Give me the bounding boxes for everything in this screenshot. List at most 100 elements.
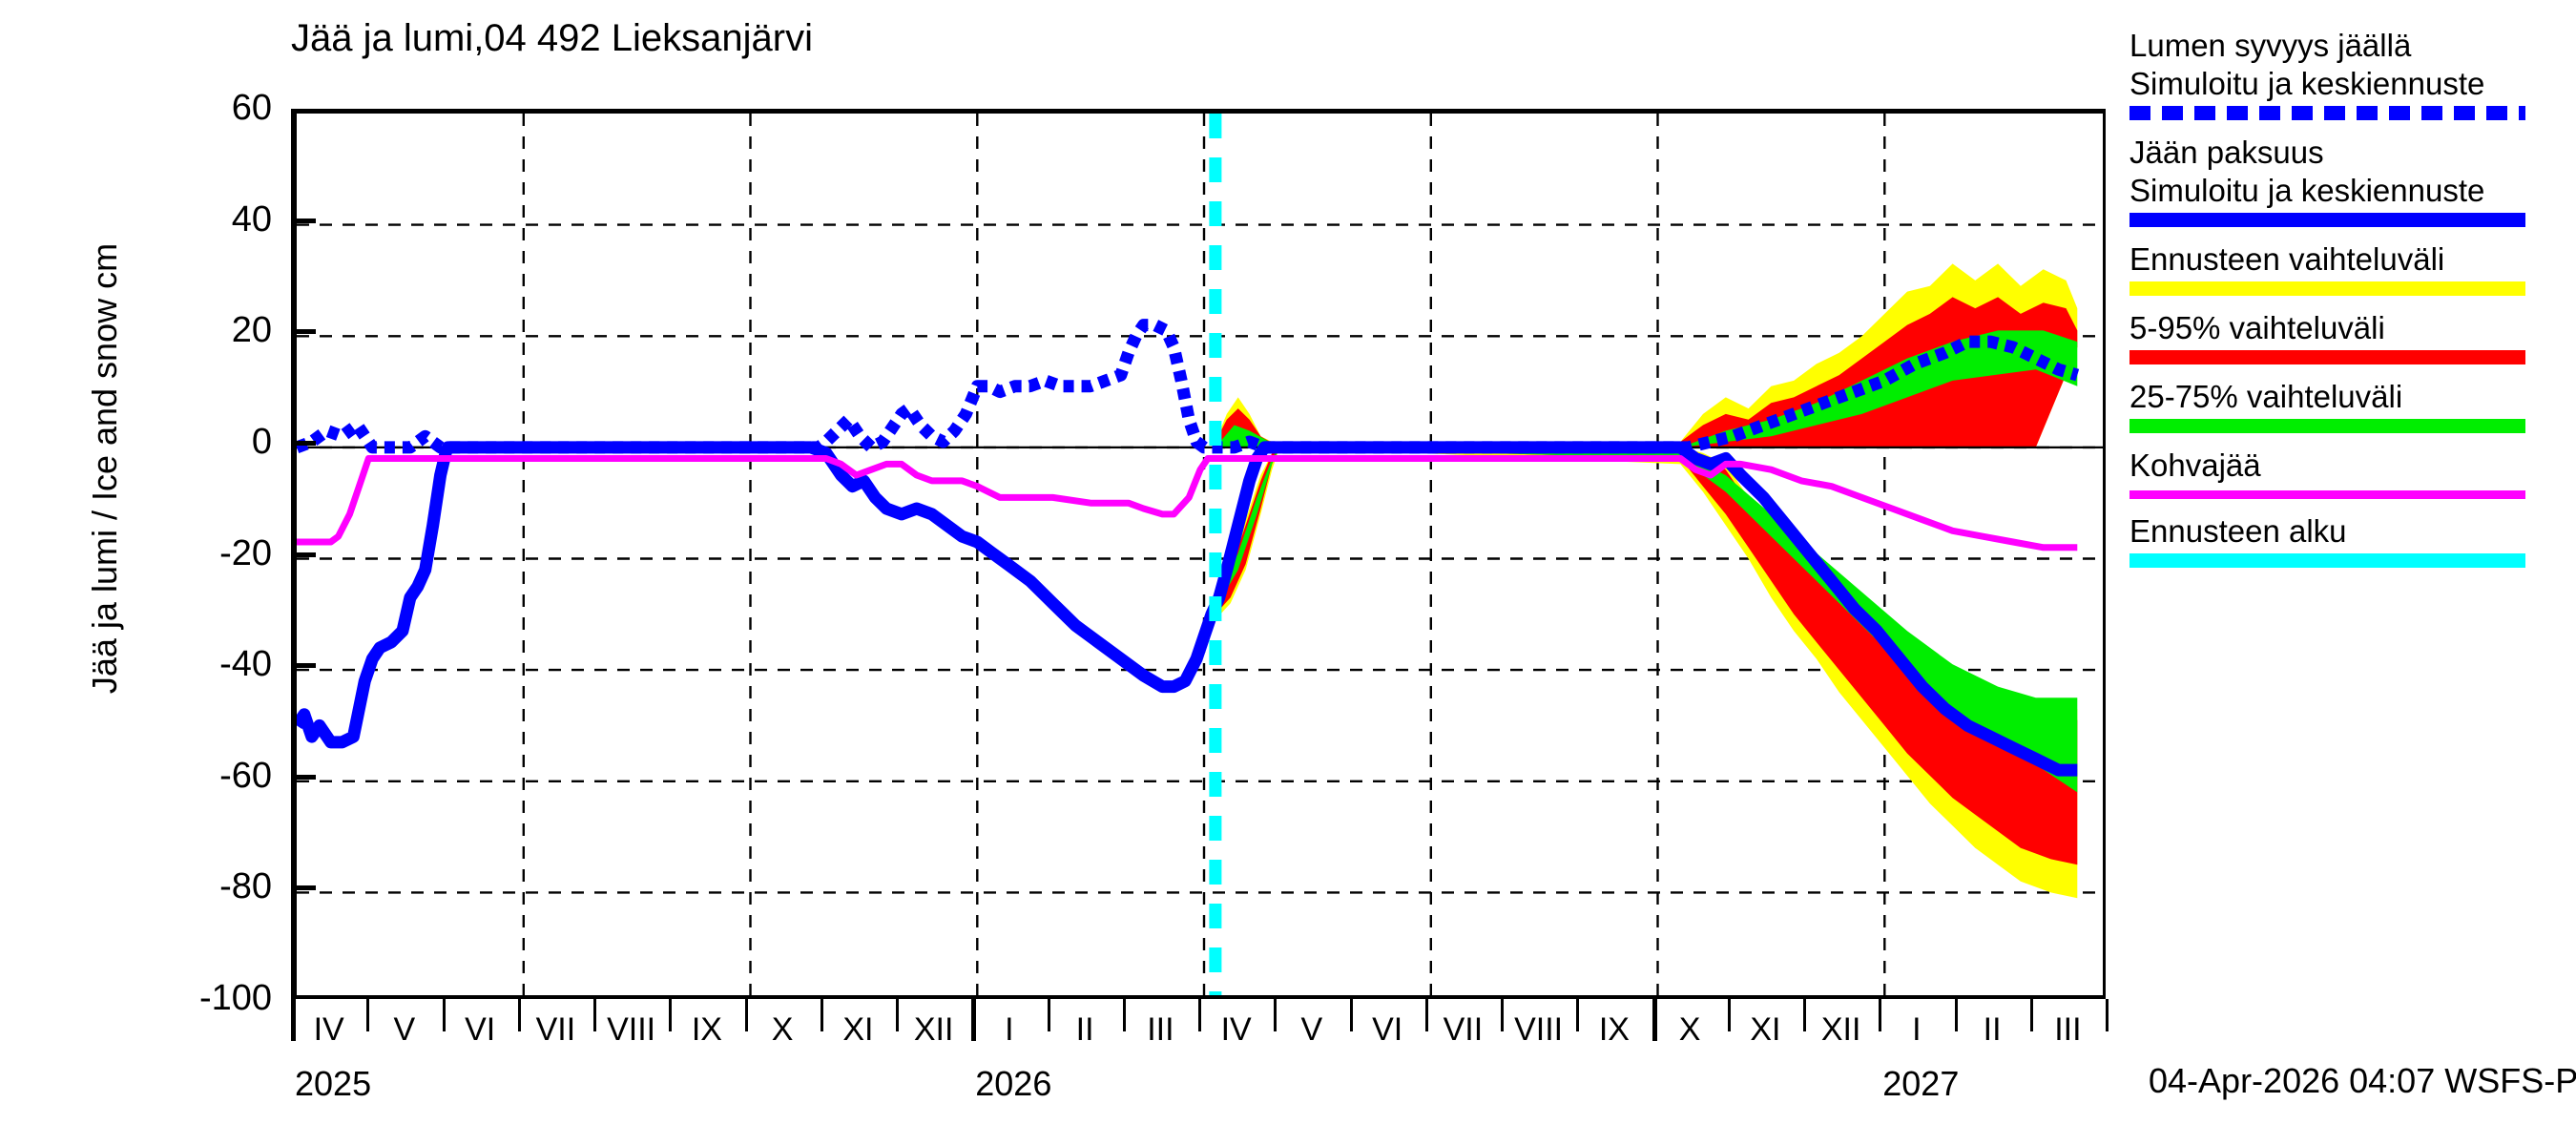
x-tick-mark [1198, 999, 1201, 1031]
x-tick-mark [517, 999, 521, 1031]
x-tick-mark [744, 999, 748, 1031]
x-axis-tick-label: V [393, 1011, 416, 1048]
x-axis-tick-label: VII [1443, 1011, 1484, 1048]
grid-lines [297, 114, 2103, 995]
footer-timestamp: 04-Apr-2026 04:07 WSFS-P [2149, 1061, 2576, 1100]
x-axis-year-label: 2026 [975, 1064, 1052, 1103]
x-axis-tick-label: XI [842, 1011, 874, 1048]
legend-entry-subtitle: Simuloitu ja keskiennuste [2129, 66, 2485, 101]
y-axis-tick-40: 40 [231, 198, 272, 239]
x-axis-tick-label: I [1912, 1011, 1922, 1048]
y-tick-mark [291, 663, 316, 669]
x-axis-tick-label: VII [535, 1011, 576, 1048]
x-axis-tick-label: XII [913, 1011, 954, 1048]
y-axis-tick-neg80: -80 [219, 866, 272, 907]
y-axis-tick-60: 60 [231, 88, 272, 128]
legend-entry: Lumen syvyys jäällä Simuloitu ja keskienn… [2129, 27, 2576, 120]
y-axis-tick-neg40: -40 [219, 644, 272, 685]
x-axis-tick-label: II [1075, 1011, 1094, 1048]
plot-area [291, 109, 2106, 999]
legend-swatch-magenta [2129, 490, 2525, 499]
y-tick-mark [291, 774, 316, 780]
x-tick-mark [291, 999, 296, 1041]
x-axis-tick-label: IV [1220, 1011, 1252, 1048]
series-ice-thickness [297, 441, 2078, 777]
x-tick-mark [1424, 999, 1428, 1031]
x-tick-mark [1122, 999, 1126, 1031]
x-axis-tick-label: VIII [1514, 1011, 1564, 1048]
x-axis-tick-label: X [771, 1011, 794, 1048]
x-tick-mark [442, 999, 446, 1031]
legend-entry-title: 5-95% vaihteluväli [2129, 310, 2385, 345]
y-tick-mark [291, 552, 316, 557]
x-axis-tick-label: VI [465, 1011, 496, 1048]
x-tick-mark [1274, 999, 1278, 1031]
y-axis-tick-neg100: -100 [198, 978, 272, 1018]
x-tick-mark [669, 999, 673, 1031]
chart-canvas [297, 114, 2103, 995]
legend-swatch-green [2129, 419, 2525, 433]
x-axis-tick-label: XI [1750, 1011, 1781, 1048]
x-tick-mark [2029, 999, 2033, 1031]
x-axis-tick-label: IX [691, 1011, 722, 1048]
x-tick-mark [1349, 999, 1353, 1031]
legend-entry: 5-95% vaihteluväli [2129, 309, 2576, 364]
x-tick-mark [971, 999, 977, 1041]
x-axis-tick-label: IX [1598, 1011, 1630, 1048]
x-axis-tick-label: XII [1820, 1011, 1861, 1048]
forecast-uncertainty-bands [1215, 263, 2078, 899]
legend-swatch-yellow [2129, 281, 2525, 296]
x-axis-tick-label: VIII [607, 1011, 656, 1048]
x-axis-tick-label: I [1005, 1011, 1014, 1048]
x-tick-mark [1879, 999, 1882, 1031]
x-tick-mark [366, 999, 370, 1031]
data-series-group [297, 319, 2080, 777]
x-tick-mark [2106, 999, 2109, 1031]
y-axis-tick-labels: 60 40 20 0 -20 -40 -60 -80 -100 [0, 0, 272, 1145]
x-axis-tick-label: IV [313, 1011, 344, 1048]
chart-title: Jää ja lumi,04 492 Lieksanjärvi [291, 17, 813, 59]
y-tick-mark [291, 218, 316, 223]
x-tick-mark [1047, 999, 1050, 1031]
x-axis-tick-label: X [1678, 1011, 1701, 1048]
legend-entry: Ennusteen vaihteluväli [2129, 240, 2576, 296]
legend-entry: Jään paksuus Simuloitu ja keskiennuste [2129, 134, 2576, 227]
x-tick-mark [1576, 999, 1580, 1031]
y-tick-mark [291, 440, 316, 446]
chart-legend: Lumen syvyys jäällä Simuloitu ja keskienn… [2129, 27, 2576, 581]
legend-entry: Kohvajää [2129, 447, 2576, 499]
x-axis-tick-label: V [1300, 1011, 1323, 1048]
legend-entry: 25-75% vaihteluväli [2129, 378, 2576, 433]
y-axis-tick-20: 20 [231, 310, 272, 351]
x-axis-tick-label: VI [1372, 1011, 1403, 1048]
legend-entry-subtitle: Simuloitu ja keskiennuste [2129, 173, 2485, 208]
series-kohvajaa [297, 455, 2078, 552]
legend-entry-title: 25-75% vaihteluväli [2129, 379, 2403, 414]
legend-entry: Ennusteen alku [2129, 512, 2576, 568]
x-tick-mark [820, 999, 823, 1031]
y-tick-mark [291, 885, 316, 891]
x-tick-mark [1954, 999, 1958, 1031]
legend-swatch-red [2129, 350, 2525, 364]
x-axis-tick-label: III [2054, 1011, 2082, 1048]
x-tick-mark [593, 999, 596, 1031]
y-tick-mark [291, 329, 316, 335]
legend-entry-title: Jään paksuus [2129, 135, 2324, 170]
legend-entry-title: Ennusteen alku [2129, 513, 2347, 549]
legend-swatch-solidblue [2129, 213, 2525, 227]
legend-swatch-cyan [2129, 553, 2525, 568]
y-axis-tick-0: 0 [251, 421, 272, 462]
legend-entry-title: Lumen syvyys jäällä [2129, 28, 2412, 63]
x-tick-mark [1727, 999, 1731, 1031]
x-axis-tick-label: II [1983, 1011, 2002, 1048]
x-tick-mark [1803, 999, 1806, 1031]
y-axis-tick-neg60: -60 [219, 755, 272, 796]
y-axis-tick-neg20: -20 [219, 532, 272, 573]
x-axis-year-label: 2025 [295, 1064, 372, 1103]
x-tick-mark [896, 999, 899, 1031]
legend-swatch-dashedblue [2129, 106, 2525, 120]
x-axis-year-label: 2027 [1882, 1064, 1960, 1103]
legend-entry-title: Ennusteen vaihteluväli [2129, 241, 2445, 277]
legend-entry-title: Kohvajää [2129, 448, 2261, 483]
